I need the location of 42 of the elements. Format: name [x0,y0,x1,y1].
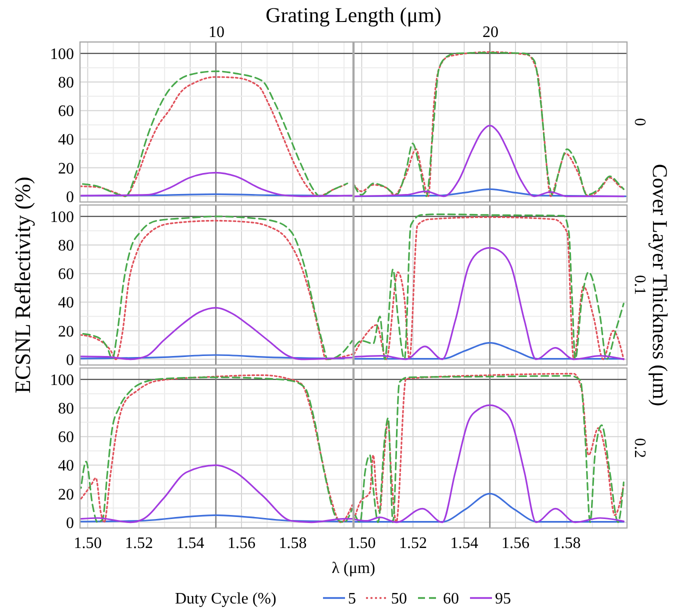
y-tick-label: 20 [58,323,74,340]
legend-label: 50 [391,590,407,608]
x-tick-label: 1.52 [398,535,427,552]
y-tick-label: 0 [66,514,74,532]
x-tick-label: 1.56 [501,535,530,552]
x-tick-label: 1.54 [450,535,478,552]
legend-title: Duty Cycle (%) [175,590,276,608]
y-tick-label: 60 [58,266,74,284]
y-axis-title: ECSNL Reflectivity (%) [10,176,35,394]
x-tick-label: 1.58 [278,535,307,552]
y-tick-label: 80 [58,238,74,255]
legend-label: 5 [348,590,356,608]
y2-axis-title: 0 [631,118,648,126]
y-tick-label: 100 [50,46,74,64]
chart-title: 20 [482,24,498,41]
x-tick-label: 1.56 [227,535,256,552]
y-tick-label: 60 [58,103,74,120]
y-tick-label: 0 [66,188,74,206]
x-tick-label: 1.58 [552,535,581,552]
y-tick-label: 60 [58,429,74,446]
x-tick-label: 1.50 [74,535,102,552]
x-tick-label: 1.52 [124,535,153,552]
y-tick-label: 100 [50,372,74,390]
text: Grating Length (μm) [266,3,442,27]
legend-label: 95 [495,590,511,608]
text: Cover Layer Thickness (μm) [648,164,672,406]
x-tick-label: 1.50 [348,535,376,552]
y-tick-label: 40 [58,132,74,149]
y2-axis-title: 0.1 [631,275,648,295]
y-tick-label: 0 [66,352,74,369]
y-tick-label: 100 [50,209,74,226]
y-tick-label: 80 [58,400,74,418]
y-tick-label: 20 [58,486,74,504]
y-tick-label: 40 [58,458,74,475]
chart-title: 10 [208,24,224,41]
y-tick-label: 40 [58,294,74,312]
legend-label: 60 [443,590,459,608]
y-tick-label: 20 [58,160,74,178]
x-tick-label: 1.54 [176,535,204,552]
y2-axis-title: 0.2 [631,438,648,458]
y-tick-label: 80 [58,74,74,92]
x-axis-title: λ (μm) [332,560,376,577]
